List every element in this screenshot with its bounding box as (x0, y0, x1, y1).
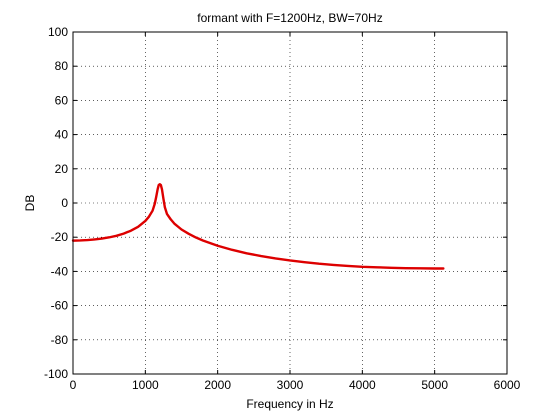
y-tick-label: -100 (44, 367, 68, 381)
y-tick-label: -80 (51, 333, 69, 347)
x-tick-label: 3000 (277, 378, 304, 392)
y-tick-label: 40 (55, 128, 69, 142)
y-tick-label: -40 (51, 264, 69, 278)
x-axis-label: Frequency in Hz (246, 397, 333, 411)
y-tick-label: 20 (55, 162, 69, 176)
y-tick-label: -20 (51, 230, 69, 244)
y-tick-label: -60 (51, 299, 69, 313)
series-layer (71, 182, 445, 270)
chart-title: formant with F=1200Hz, BW=70Hz (197, 11, 382, 25)
y-axis-label: DB (23, 195, 37, 212)
tick-labels: 0 1000 2000 3000 4000 5000 6000 100 80 60 40 20 0 -20… (44, 25, 521, 392)
x-tick-label: 0 (70, 378, 77, 392)
x-tick-label: 2000 (204, 378, 231, 392)
y-tick-label: 60 (55, 93, 69, 107)
x-tick-label: 6000 (494, 378, 521, 392)
tick-marks (72, 31, 508, 375)
grid-lines (73, 32, 507, 374)
y-tick-label: 100 (48, 25, 68, 39)
x-tick-label: 1000 (132, 378, 159, 392)
y-tick-label: 0 (61, 196, 68, 210)
formant-response-line (71, 182, 445, 270)
x-tick-label: 5000 (421, 378, 448, 392)
x-tick-label: 4000 (349, 378, 376, 392)
y-tick-label: 80 (55, 59, 69, 73)
